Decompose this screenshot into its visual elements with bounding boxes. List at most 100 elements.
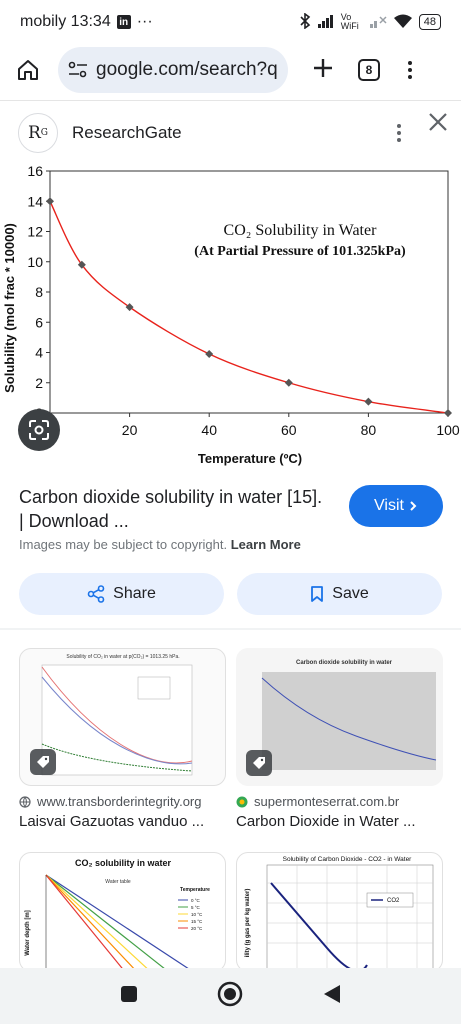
related-thumbnail[interactable]: Carbon dioxide solubility in water	[236, 648, 443, 786]
wifi-calling-label: Vo WiFi	[340, 12, 359, 31]
wifi-icon	[393, 13, 413, 32]
related-site: supermonteserrat.com.br	[254, 794, 400, 809]
circle-home-icon	[218, 981, 243, 1006]
thumb-legend-4: 20 °C	[191, 926, 203, 931]
related-thumbnail[interactable]: Solubility of Carbon Dioxide - CO2 - in …	[236, 852, 443, 972]
thumb-water-table: Water table	[105, 879, 131, 885]
triangle-back-icon	[324, 984, 341, 1003]
data-point	[205, 350, 214, 359]
thumb-title: Carbon dioxide solubility in water	[296, 660, 393, 666]
share-button[interactable]: Share	[19, 573, 224, 615]
thumb-legend-0: 0 °C	[191, 898, 201, 903]
related-card-4[interactable]: Solubility of Carbon Dioxide - CO2 - in …	[236, 852, 443, 972]
data-point	[284, 378, 293, 387]
linkedin-notification-icon: in	[116, 15, 131, 29]
url-text: google.com/search?q	[96, 59, 278, 80]
status-bar: mobily 13:34 in ··· Vo WiFi 48	[0, 0, 461, 44]
google-lens-button[interactable]	[18, 409, 60, 451]
tab-switcher-button[interactable]: 8	[358, 59, 380, 81]
y-tick-label: 10	[27, 254, 43, 270]
copyright-text: Images may be subject to copyright.	[19, 537, 228, 552]
related-card-3[interactable]: CO₂ solubility in water Water table Wate…	[19, 852, 226, 972]
browser-toolbar: google.com/search?q 8	[0, 44, 461, 96]
related-source: www.transborderintegrity.org	[19, 794, 226, 809]
y-tick-label: 8	[35, 284, 43, 300]
new-tab-button[interactable]	[306, 55, 340, 85]
thumb-legend: CO2	[387, 898, 400, 904]
source-name: ResearchGate	[72, 123, 182, 142]
site-favicon-icon	[236, 796, 248, 807]
share-icon	[87, 585, 105, 603]
y-tick-label: 2	[35, 375, 43, 391]
logo-sup: G	[40, 128, 48, 138]
globe-icon	[19, 795, 31, 808]
data-point	[125, 303, 134, 312]
system-nav-bar	[0, 968, 461, 1024]
save-button[interactable]: Save	[237, 573, 442, 615]
chevron-right-icon	[410, 501, 417, 511]
chart-image[interactable]: Solubility (mol frac * 10000) Temperatur…	[0, 163, 461, 471]
related-title: Carbon Dioxide in Water ...	[236, 813, 416, 830]
thumb-legend-2: 10 °C	[191, 912, 203, 917]
thumb-title: Solubility of Carbon Dioxide - CO2 - in …	[283, 856, 413, 863]
thumb-legend-3: 15 °C	[191, 919, 203, 924]
url-field[interactable]: google.com/search?q	[58, 47, 288, 93]
home-icon	[18, 60, 38, 80]
related-thumbnail[interactable]: CO₂ solubility in water Water table Wate…	[19, 852, 226, 972]
related-card-2[interactable]: Carbon dioxide solubility in water super…	[236, 648, 443, 830]
thumb-title: Solubility of CO₂ in water at p(CO₂) = 1…	[66, 654, 179, 660]
tag-icon	[30, 749, 56, 775]
learn-more-link[interactable]: Learn More	[230, 537, 301, 552]
bookmark-icon	[311, 586, 324, 602]
related-thumbnail[interactable]: Solubility of CO₂ in water at p(CO₂) = 1…	[19, 648, 226, 786]
more-notifications-icon: ···	[136, 13, 153, 30]
data-point	[77, 260, 86, 269]
site-settings-icon[interactable]	[68, 61, 88, 79]
more-options-button[interactable]	[397, 124, 401, 142]
y-tick-label: 4	[35, 345, 43, 361]
result-title[interactable]: Carbon dioxide solubility in water [15].…	[19, 487, 323, 531]
lens-icon	[29, 420, 49, 440]
x-tick-label: 60	[281, 422, 297, 438]
x-tick-label: 40	[201, 422, 217, 438]
thumb-legend-title: Temperature	[180, 887, 210, 893]
copyright-notice: Images may be subject to copyright. Lear…	[19, 537, 301, 552]
section-divider	[0, 628, 461, 630]
browser-menu-button[interactable]	[408, 61, 412, 79]
y-tick-label: 12	[27, 224, 43, 240]
home-button[interactable]	[12, 54, 44, 86]
carrier-time: mobily 13:34	[20, 13, 111, 30]
signal-x-icon	[369, 14, 387, 31]
close-button[interactable]	[427, 111, 449, 136]
y-tick-label: 14	[27, 193, 43, 209]
x-axis-label: Temperature (ºC)	[198, 451, 302, 466]
thumb-title: CO₂ solubility in water	[75, 858, 172, 868]
related-source: supermonteserrat.com.br	[236, 794, 443, 809]
square-icon	[120, 985, 137, 1002]
data-point	[444, 409, 452, 417]
tag-icon	[246, 750, 272, 776]
x-tick-label: 80	[361, 422, 377, 438]
data-point	[364, 397, 373, 406]
visit-button[interactable]: Visit	[349, 485, 443, 527]
related-site: www.transborderintegrity.org	[37, 794, 202, 809]
visit-label: Visit	[374, 497, 404, 514]
back-button[interactable]	[323, 984, 341, 1009]
related-title: Laisvai Gazuotas vanduo ...	[19, 813, 205, 830]
thumb-ylabel: ility (g gas per kg water)	[245, 889, 251, 958]
solubility-chart: Solubility (mol frac * 10000) Temperatur…	[2, 163, 460, 466]
home-nav-button[interactable]	[217, 981, 243, 1012]
thumb-ylabel: Water depth [m]	[25, 910, 31, 955]
share-label: Share	[113, 585, 156, 602]
y-tick-label: 16	[27, 163, 43, 179]
y-tick-label: 6	[35, 314, 43, 330]
battery-icon: 48	[418, 14, 441, 30]
signal-icon	[317, 14, 335, 31]
recents-button[interactable]	[120, 985, 138, 1008]
close-icon	[429, 113, 447, 131]
bluetooth-icon	[299, 11, 311, 32]
logo-letter: R	[27, 123, 41, 143]
related-card-1[interactable]: Solubility of CO₂ in water at p(CO₂) = 1…	[19, 648, 226, 830]
